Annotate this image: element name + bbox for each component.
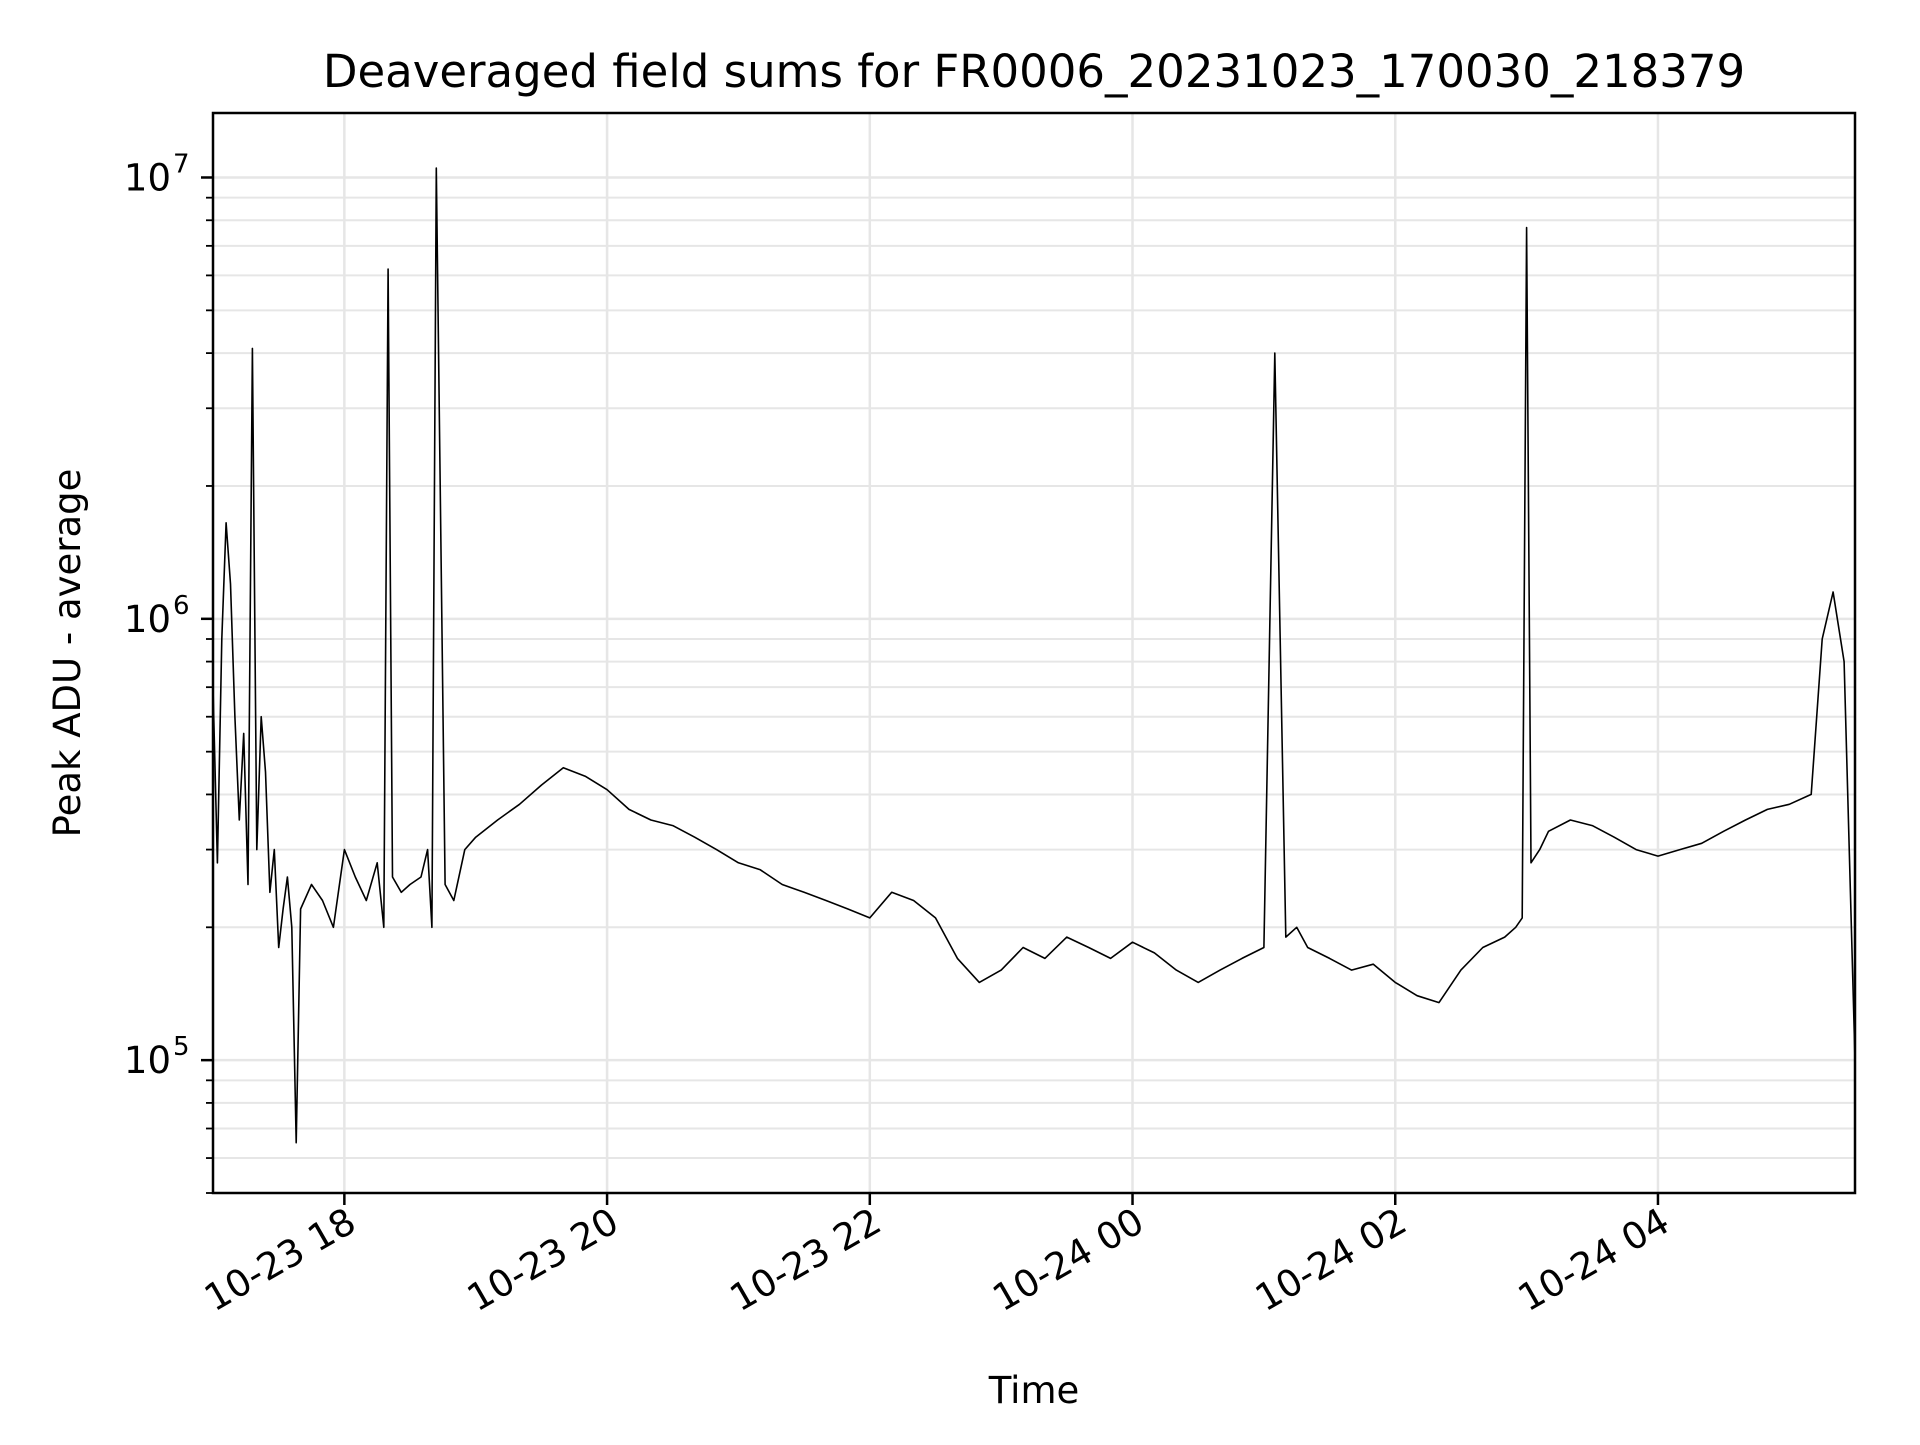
x-axis-label: Time <box>988 1369 1080 1412</box>
plot-frame <box>211 111 1857 1195</box>
chart-title: Deaveraged field sums for FR0006_2023102… <box>323 45 1745 98</box>
y-axis-label: Peak ADU - average <box>46 469 89 838</box>
y-tick-label: 10 <box>124 598 171 641</box>
y-tick-label: 10 <box>124 1039 171 1082</box>
y-tick-label-exponent: 5 <box>173 1032 190 1062</box>
series-line-0 <box>212 167 1856 1144</box>
series-layer <box>212 167 1856 1144</box>
grid-layer <box>213 113 1855 1194</box>
y-tick-label: 10 <box>124 156 171 199</box>
y-tick-label-exponent: 6 <box>173 591 190 621</box>
y-tick-label-exponent: 7 <box>173 149 190 179</box>
